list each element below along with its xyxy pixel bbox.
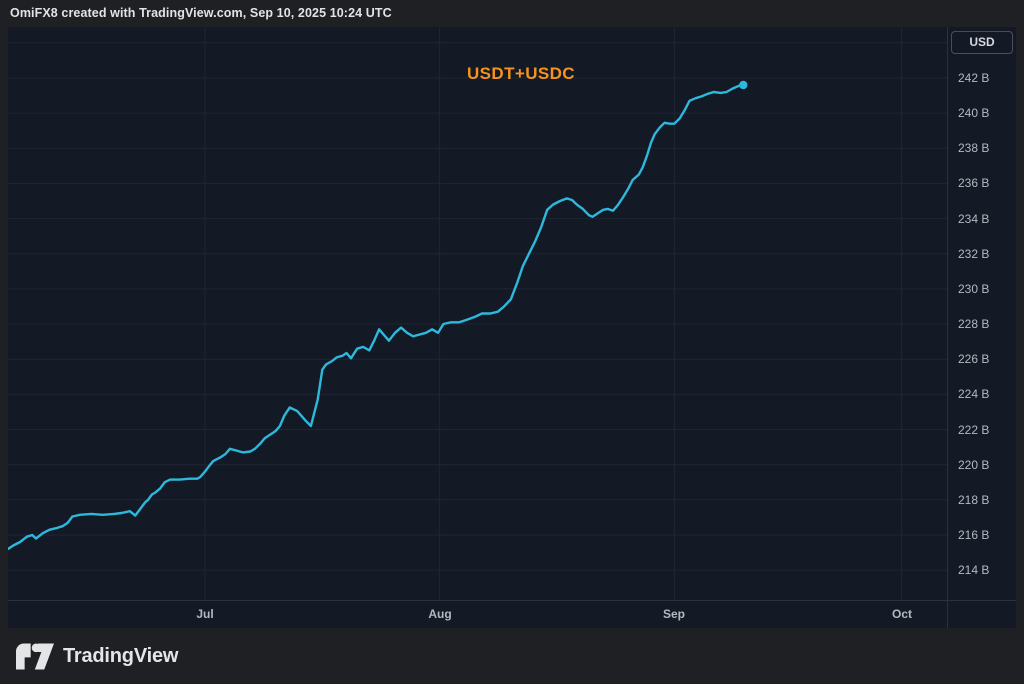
currency-badge[interactable]: USD xyxy=(951,31,1013,54)
price-tick-label: 230 B xyxy=(958,282,990,296)
price-tick-label: 222 B xyxy=(958,423,990,437)
tradingview-logo-icon xyxy=(16,643,54,669)
price-tick-label: 226 B xyxy=(958,352,990,366)
price-tick-label: 232 B xyxy=(958,247,990,261)
price-axis[interactable]: USD 242 B 240 B 238 B 236 B 234 B 232 B 230 B 2… xyxy=(947,27,1016,628)
time-tick-label: Aug xyxy=(428,607,452,621)
price-tick-label: 224 B xyxy=(958,387,990,401)
price-line xyxy=(8,83,745,551)
time-tick-label: Oct xyxy=(891,607,912,621)
price-tick-label: 242 B xyxy=(958,71,990,85)
price-tick-label: 228 B xyxy=(958,317,990,331)
series-annotation: USDT+USDC xyxy=(467,64,575,83)
price-tick-label: 214 B xyxy=(958,563,990,577)
tradingview-logo-text: TradingView xyxy=(63,644,179,667)
price-tick-label: 240 B xyxy=(958,106,990,120)
price-tick-label: 234 B xyxy=(958,212,990,226)
time-tick-label: Sep xyxy=(662,607,685,621)
price-tick-label: 220 B xyxy=(958,458,990,472)
price-tick-label: 238 B xyxy=(958,141,990,155)
tradingview-logo[interactable]: TradingView xyxy=(16,643,178,670)
time-tick-label: Jul xyxy=(196,607,214,621)
time-axis[interactable]: Jul Aug Sep Oct xyxy=(8,600,1016,629)
footer-bar: TradingView xyxy=(0,628,1024,684)
price-tick-label: 218 B xyxy=(958,493,990,507)
price-tick-label: 236 B xyxy=(958,176,990,190)
chart-panel: USDT+USDC USD 242 B 240 B 238 B 236 B 234 B 2… xyxy=(8,27,1016,628)
last-price-marker xyxy=(739,80,748,90)
price-tick-label: 216 B xyxy=(958,528,990,542)
attribution-text: OmiFX8 created with TradingView.com, Sep… xyxy=(10,6,392,20)
price-chart[interactable] xyxy=(8,27,947,600)
